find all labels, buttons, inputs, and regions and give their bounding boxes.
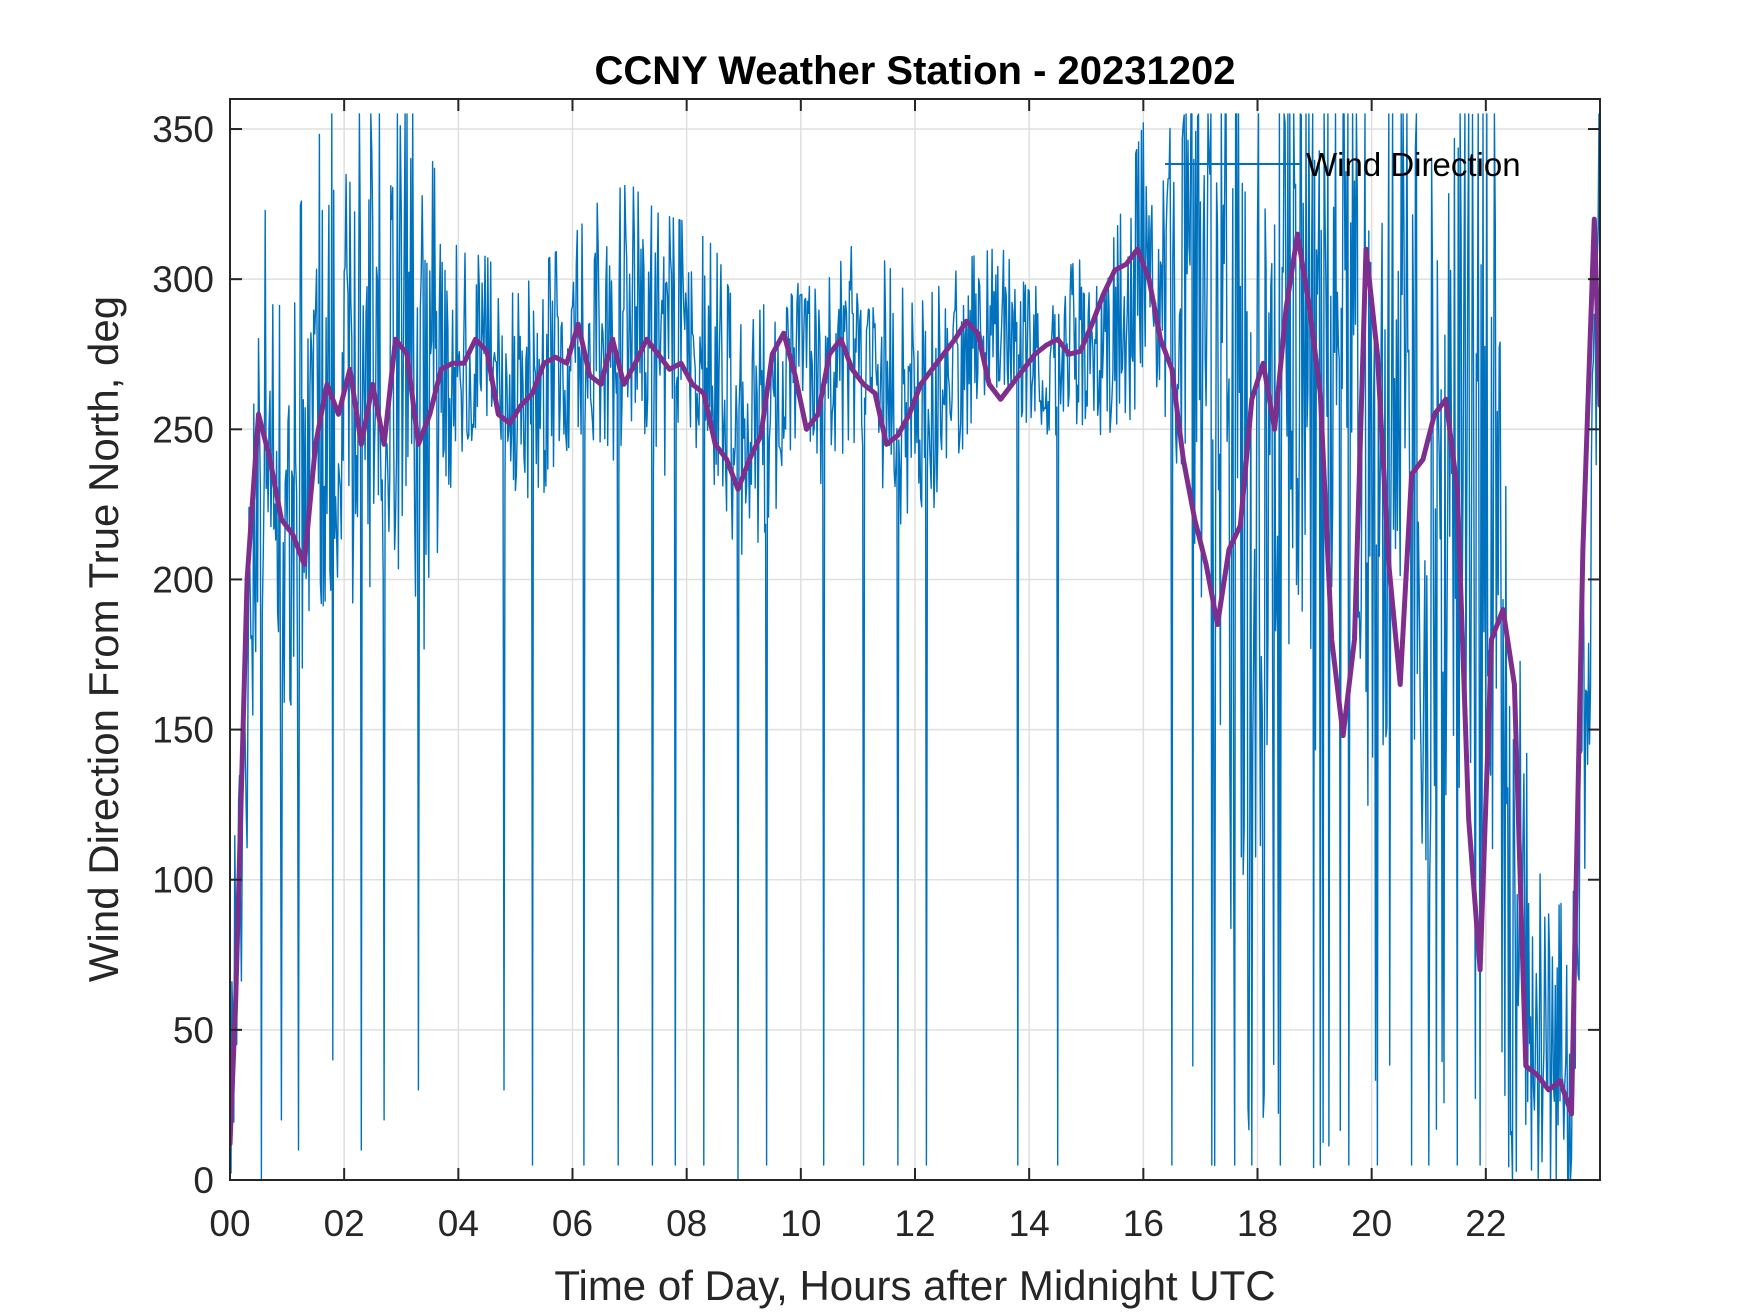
x-tick-label: 20	[1351, 1203, 1392, 1244]
x-tick-label: 12	[894, 1203, 935, 1244]
x-tick-label: 06	[552, 1203, 593, 1244]
x-tick-label: 18	[1237, 1203, 1278, 1244]
y-tick-label: 350	[152, 109, 214, 150]
y-tick-label: 250	[152, 409, 214, 450]
x-axis-label: Time of Day, Hours after Midnight UTC	[554, 1262, 1275, 1309]
series-smoothed-line	[230, 216, 1600, 1147]
x-tick-label: 22	[1465, 1203, 1506, 1244]
chart-title: CCNY Weather Station - 20231202	[595, 49, 1236, 93]
series-wind-direction-line	[230, 113, 1600, 1180]
y-axis-label: Wind Direction From True North, deg	[80, 296, 127, 982]
y-tick-label: 0	[193, 1160, 214, 1201]
y-tick-label: 150	[152, 710, 214, 751]
x-tick-label: 02	[324, 1203, 365, 1244]
series-layer	[230, 113, 1600, 1180]
y-tick-label: 50	[173, 1010, 214, 1051]
x-tick-label: 08	[666, 1203, 707, 1244]
x-tick-label: 16	[1123, 1203, 1164, 1244]
x-tick-label: 10	[780, 1203, 821, 1244]
legend-label-wind-direction: Wind Direction	[1306, 146, 1521, 183]
y-tick-label: 200	[152, 559, 214, 600]
y-tick-label: 300	[152, 259, 214, 300]
x-tick-label: 00	[209, 1203, 250, 1244]
y-tick-label: 100	[152, 860, 214, 901]
x-tick-label: 04	[438, 1203, 479, 1244]
tick-labels: 00 02 04 06 08 10 12 14 16 18 20 22 0 50 100 150 200 250 3…	[152, 109, 1506, 1244]
legend: Wind Direction	[1165, 146, 1521, 183]
x-tick-label: 14	[1009, 1203, 1050, 1244]
ticks	[229, 99, 1600, 1181]
